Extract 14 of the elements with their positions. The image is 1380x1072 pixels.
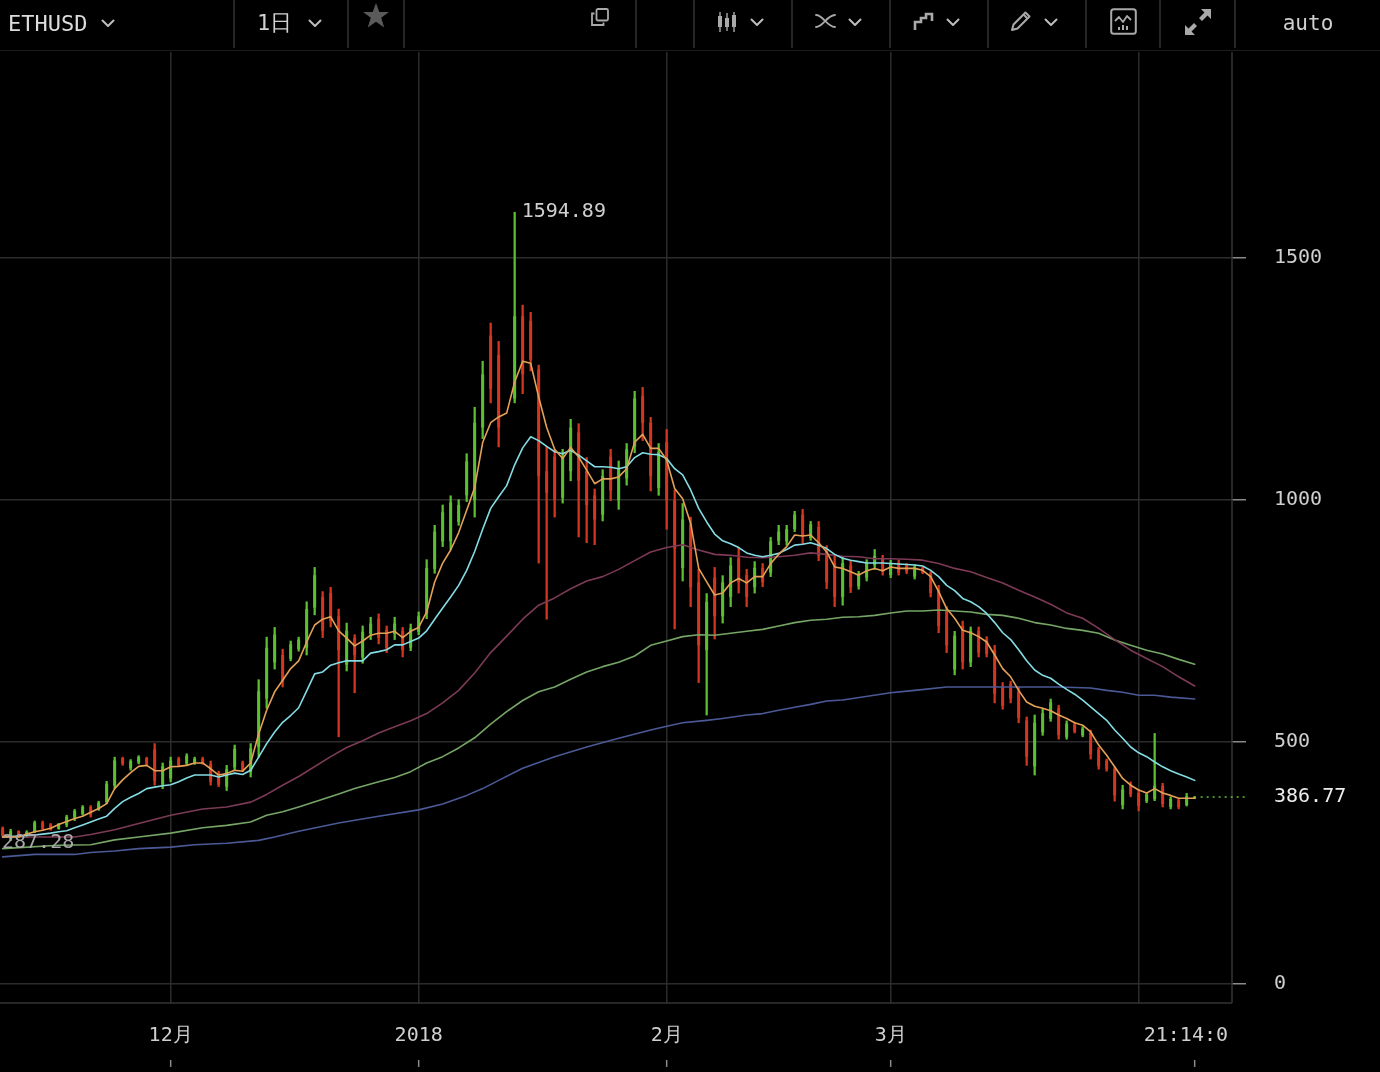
x-tick-label: 12月 <box>148 1022 193 1047</box>
x-tick-label: 2018 <box>394 1022 443 1047</box>
y-tick-label: 500 <box>1274 728 1311 753</box>
y-tick-label: 1500 <box>1274 244 1323 269</box>
chart-subtitle: 1日 <box>257 9 293 37</box>
chart-title: ETHUSD <box>8 10 88 36</box>
x-tick-label: 3月 <box>874 1022 907 1047</box>
x-tick-label: 2月 <box>650 1022 683 1047</box>
y-tick-label: 1000 <box>1274 486 1323 511</box>
text: auto <box>1282 11 1334 35</box>
y-tick-label: 0 <box>1274 970 1287 995</box>
annotation: 1594.89 <box>521 198 606 223</box>
annotation: 21:14:0 <box>1143 1022 1228 1047</box>
ref-line-label: 386.77 <box>1274 783 1347 808</box>
